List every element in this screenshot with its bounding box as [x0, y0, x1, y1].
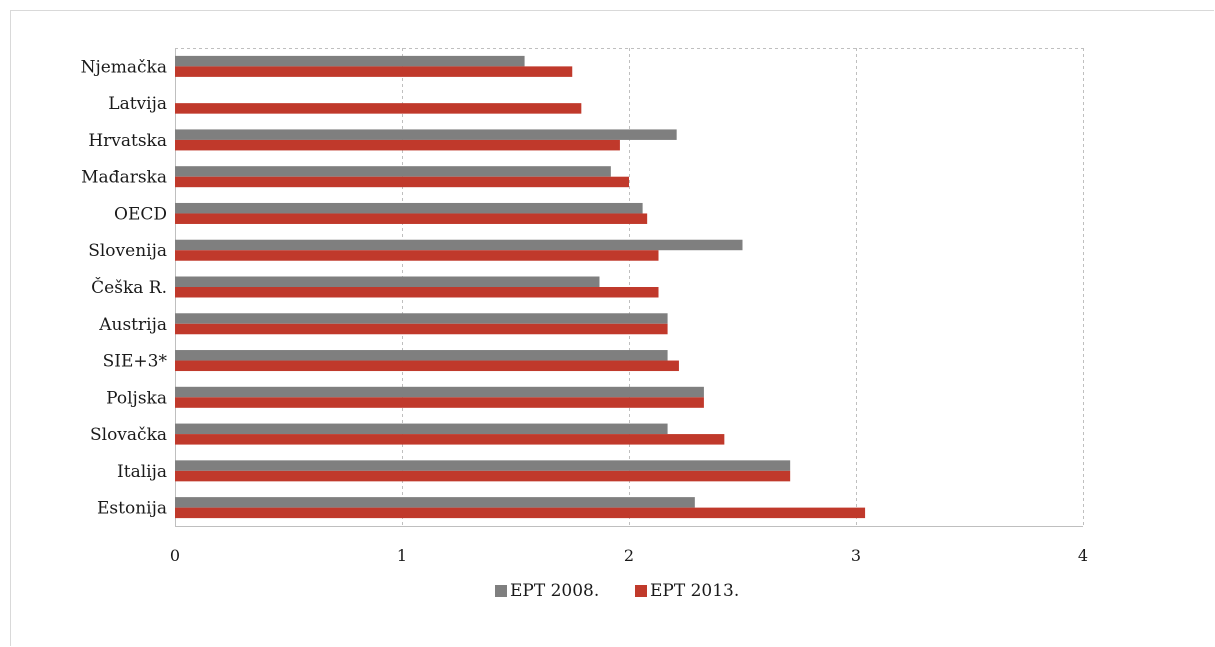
- bar-ept-2008: [175, 423, 668, 435]
- category-label: Češka R.: [91, 277, 167, 298]
- category-label: Italija: [117, 462, 167, 482]
- bar-ept-2008: [175, 350, 668, 361]
- bar-ept-2013: [175, 470, 791, 482]
- chart-frame: Njemačka Latvija Hrvatska Mađarska OECD Slove…: [10, 10, 1214, 646]
- legend: EPT 2008. EPT 2013.: [495, 581, 739, 601]
- bar-ept-2013: [175, 213, 648, 224]
- category-label: Mađarska: [81, 168, 167, 188]
- bars: [175, 55, 866, 519]
- category-label: SIE+3*: [103, 352, 168, 372]
- bar-ept-2013: [175, 434, 725, 445]
- category-label: Slovenija: [88, 241, 167, 261]
- category-label: OECD: [114, 204, 167, 224]
- category-label: Latvija: [108, 94, 167, 114]
- category-label: Slovačka: [90, 425, 167, 445]
- bar-ept-2008: [175, 313, 668, 324]
- category-label: Poljska: [106, 388, 167, 408]
- bar-ept-2013: [175, 323, 668, 335]
- legend-swatch: [495, 585, 507, 597]
- bar-chart: Njemačka Latvija Hrvatska Mađarska OECD Slove…: [81, 48, 1088, 601]
- x-tick-label: 3: [851, 546, 861, 565]
- x-tick-label: 4: [1078, 546, 1088, 565]
- bar-ept-2008: [175, 460, 791, 471]
- bar-ept-2013: [175, 360, 679, 372]
- bar-ept-2013: [175, 507, 866, 519]
- bar-ept-2008: [175, 497, 695, 508]
- bar-ept-2013: [175, 66, 573, 77]
- bar-ept-2013: [175, 250, 659, 261]
- bar-ept-2013: [175, 103, 582, 114]
- bar-ept-2013: [175, 139, 620, 151]
- category-label: Hrvatska: [88, 131, 167, 151]
- x-tick-label: 2: [624, 546, 634, 565]
- x-tick-labels: 0 1 2 3 4: [170, 546, 1088, 565]
- legend-swatch: [635, 585, 647, 597]
- bar-ept-2008: [175, 202, 643, 214]
- category-label: Njemačka: [81, 57, 167, 77]
- bar-ept-2008: [175, 386, 704, 398]
- bar-ept-2008: [175, 239, 743, 251]
- bar-ept-2008: [175, 276, 600, 287]
- bar-ept-2013: [175, 397, 704, 408]
- category-labels: Njemačka Latvija Hrvatska Mađarska OECD Slove…: [81, 57, 168, 518]
- x-tick-label: 1: [397, 546, 407, 565]
- bar-ept-2013: [175, 176, 629, 188]
- legend-label: EPT 2008.: [510, 581, 599, 601]
- bar-ept-2008: [175, 166, 611, 177]
- grid-lines: [175, 48, 1084, 527]
- category-label: Estonija: [97, 499, 167, 519]
- bar-ept-2008: [175, 129, 677, 140]
- legend-label: EPT 2013.: [650, 581, 739, 601]
- x-tick-label: 0: [170, 546, 180, 565]
- bar-ept-2008: [175, 55, 525, 67]
- bar-ept-2013: [175, 287, 659, 298]
- category-label: Austrija: [98, 315, 167, 335]
